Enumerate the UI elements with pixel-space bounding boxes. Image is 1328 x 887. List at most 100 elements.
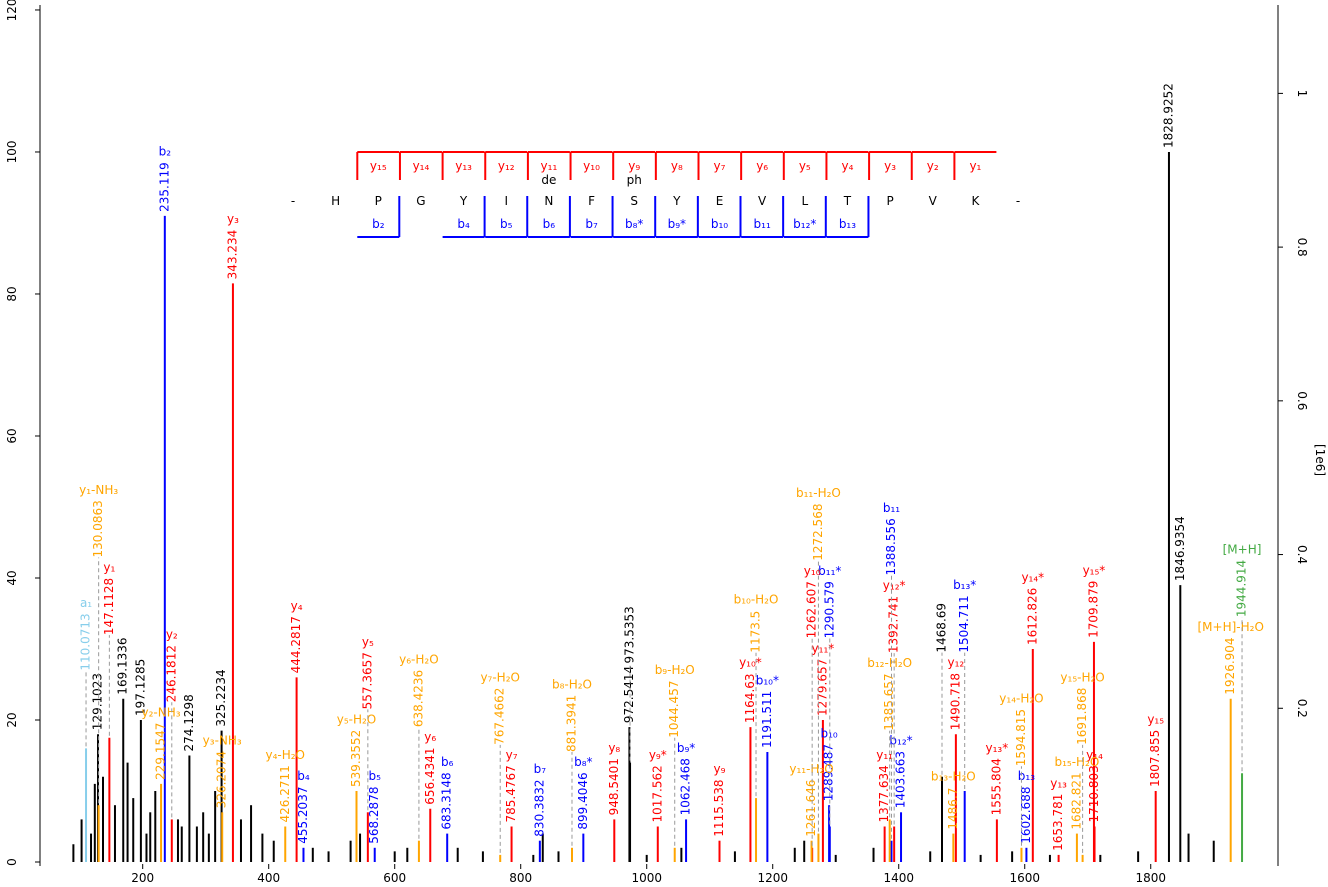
y-ion-label: y₁₅ [370,159,387,173]
residue: - [291,194,295,208]
ion-label: y₅-H₂O [337,712,377,726]
ion-label: b₁₂* [889,734,912,748]
y-ion-label: y₁₄ [413,159,430,173]
ion-label: b₁₀* [756,673,779,687]
x-tick-label: 600 [383,871,406,885]
residue: Y [672,194,681,208]
mz-label: 1653.781 [1051,794,1065,851]
mz-label: 1173.5 [749,611,763,653]
ion-label: y₁₂* [883,578,906,592]
x-tick-label: 200 [131,871,154,885]
y2-tick-label: 0.8 [1295,238,1309,257]
mz-label: 325.2234 [214,669,228,726]
ion-label: b₂ [159,144,172,158]
y-tick-label: 0 [5,858,19,866]
ion-label: b₄ [297,769,310,783]
ion-label: y₁₅* [1083,563,1106,577]
mz-label: 1290.579 [822,581,836,638]
mz-label: 830.3832 [532,779,546,836]
y2-axis-label: [1e6] [1313,444,1327,476]
ion-label: b₈-H₂O [552,677,592,691]
ion-label: y₁₃ [1050,776,1067,790]
ion-label: b₅ [369,769,382,783]
y-tick-label: 60 [5,428,19,443]
y-ion-label: y₁ [969,159,981,173]
residue: Y [459,194,468,208]
residue: K [971,194,980,208]
mz-label: 147.1128 [102,578,116,635]
ion-label: b₁₃-H₂O [931,769,976,783]
ion-label: b₁₀-H₂O [734,592,779,606]
mz-label: 972.5414 [622,666,636,723]
y-ion-label: y₉ [628,159,640,173]
y2-tick-label: 0.4 [1295,545,1309,564]
y-ion-label: y₂ [927,159,939,173]
y2-tick-label: 0.2 [1295,699,1309,718]
b-ion-label: b₆ [543,217,556,231]
x-tick-label: 1800 [1135,871,1166,885]
ion-label: y₁₅-H₂O [1060,670,1104,684]
mz-label: 881.3941 [564,695,578,752]
ion-label: y₆-H₂O [399,653,439,667]
residue: L [801,194,808,208]
mz-label: 1403.663 [894,751,908,808]
mz-label: 1191.511 [760,691,774,748]
ion-label: b₁₁-H₂O [796,486,841,500]
mz-label: 1062.468 [679,758,693,815]
mz-label: 1017.562 [650,765,664,822]
ion-label: y₁₄* [1021,570,1044,584]
mz-label: 1691.868 [1075,688,1089,745]
b-ion-label: b₅ [500,217,513,231]
mz-label: 973.5353 [623,606,637,663]
y-tick-label: 120 [5,0,19,21]
ion-label: a₁ [80,596,92,610]
mz-label: 1272.568 [811,504,825,561]
mz-label: 1807.855 [1148,730,1162,787]
ion-label: y₁ [103,560,115,574]
ion-label: b₁₃ [1018,769,1035,783]
ion-label: b₁₁* [818,564,841,578]
ion-label: y₉* [649,748,667,762]
ion-label: [M+H]-H₂O [1197,620,1263,634]
mz-label: 343.234 [225,230,239,280]
mz-label: 767.4662 [493,688,507,745]
mz-label: 1115.538 [712,779,726,836]
ion-label: b₈* [574,755,592,769]
y-ion-label: y₁₁ [541,159,558,173]
y-tick-label: 40 [5,570,19,585]
mz-label: 1377.634 [877,765,891,822]
mz-label: 1944.914 [1235,560,1249,617]
mz-label: 948.5401 [607,758,621,815]
mz-label: 1926.904 [1223,637,1237,694]
mz-label: 274.1298 [182,694,196,751]
ion-label: y₁₄-H₂O [999,692,1043,706]
mz-label: 1289.487 [822,744,836,801]
y-tick-label: 20 [5,712,19,727]
mz-label: 1164.63 [743,673,757,723]
residue: N [544,194,553,208]
ion-label: b₉-H₂O [655,663,695,677]
ion-label: y₁₀* [739,656,762,670]
ion-label: b₁₀ [820,727,837,741]
x-tick-label: 1000 [631,871,662,885]
mz-label: 1710.803 [1087,765,1101,822]
b-ion-label: b₁₀ [711,217,728,231]
y-ion-label: y₈ [671,159,683,173]
ion-label: y₂-NH₃ [142,705,181,719]
mz-label: 557.3657 [360,652,374,709]
mz-label: 1261.646 [804,779,818,836]
b-ion-label: b₄ [457,217,470,231]
x-tick-label: 1400 [883,871,914,885]
ion-label: y₁₁-H₂O [789,762,833,776]
residue: P [886,194,893,208]
ion-label: b₆ [441,755,454,769]
residue: P [375,194,382,208]
y-ion-label: y₇ [714,159,726,173]
y-tick-label: 80 [5,286,19,301]
residue: T [843,194,852,208]
ion-label: y₃ [227,212,239,226]
x-tick-label: 1200 [757,871,788,885]
ion-label: b₁₁ [883,501,900,515]
mz-label: 229.1547 [154,723,168,780]
residue: V [929,194,938,208]
